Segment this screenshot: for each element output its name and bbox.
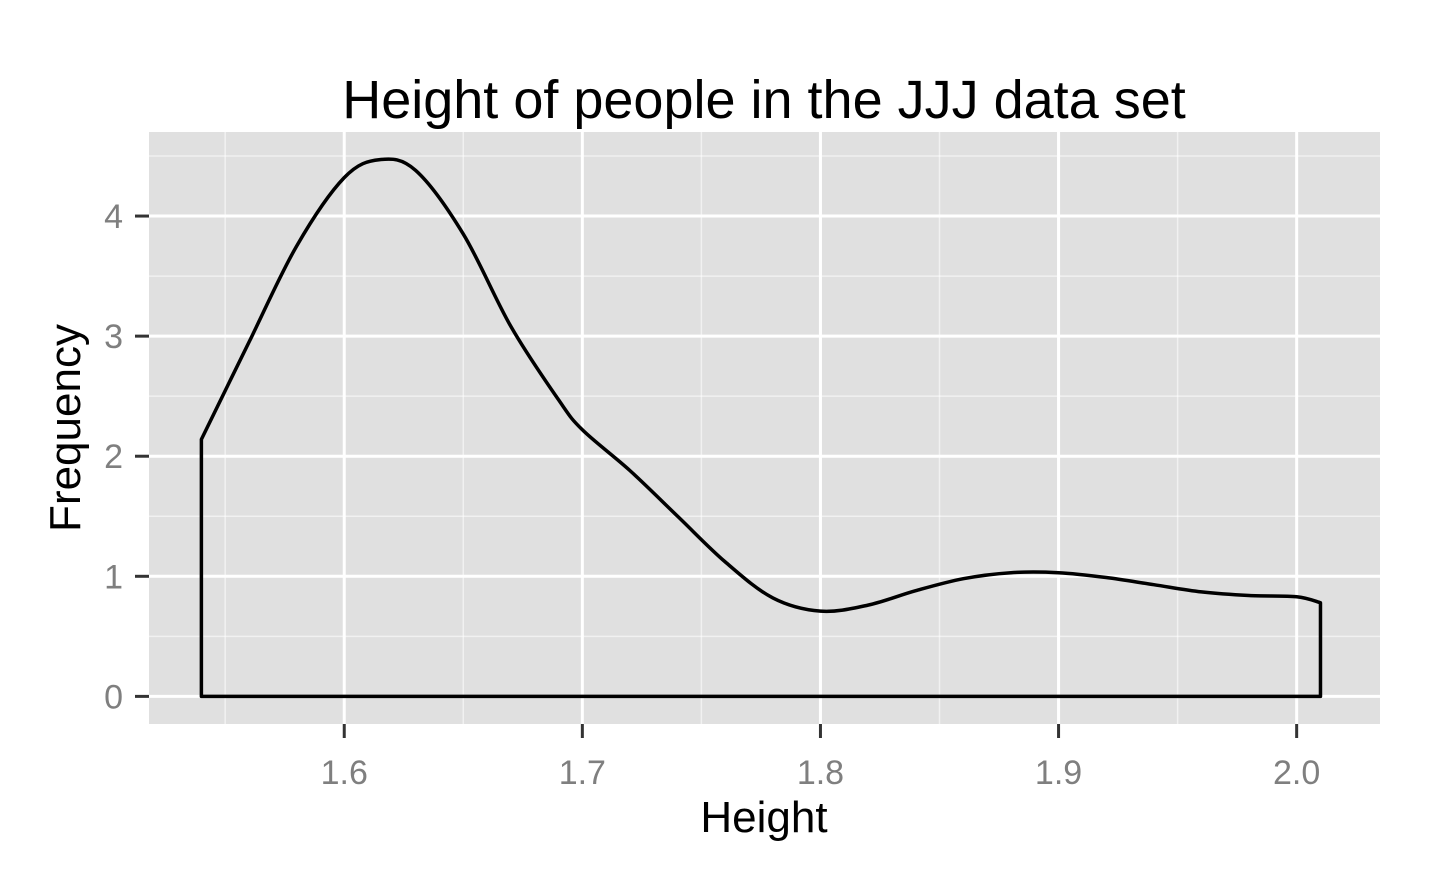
chart-title: Height of people in the JJJ data set	[342, 70, 1186, 130]
y-tick-label: 3	[104, 318, 123, 356]
x-tick-label: 2.0	[1273, 754, 1320, 792]
x-axis-title: Height	[700, 793, 827, 842]
x-tick-label: 1.9	[1035, 754, 1082, 792]
x-tick-label: 1.6	[321, 754, 368, 792]
minor-gridlines	[149, 132, 1380, 724]
x-axis-ticks: 1.6 1.7 1.8 1.9 2.0	[321, 724, 1320, 792]
x-tick-label: 1.8	[797, 754, 844, 792]
plot-panel	[149, 132, 1380, 724]
y-axis-ticks: 0 1 2 3 4	[104, 198, 149, 716]
y-tick-label: 1	[104, 558, 123, 596]
x-tick-label: 1.7	[559, 754, 606, 792]
major-gridlines	[149, 132, 1380, 724]
y-tick-label: 4	[104, 198, 123, 236]
density-curve	[199, 157, 1323, 699]
y-tick-label: 0	[104, 678, 123, 716]
y-tick-label: 2	[104, 438, 123, 476]
y-axis-title: Frequency	[41, 324, 90, 532]
